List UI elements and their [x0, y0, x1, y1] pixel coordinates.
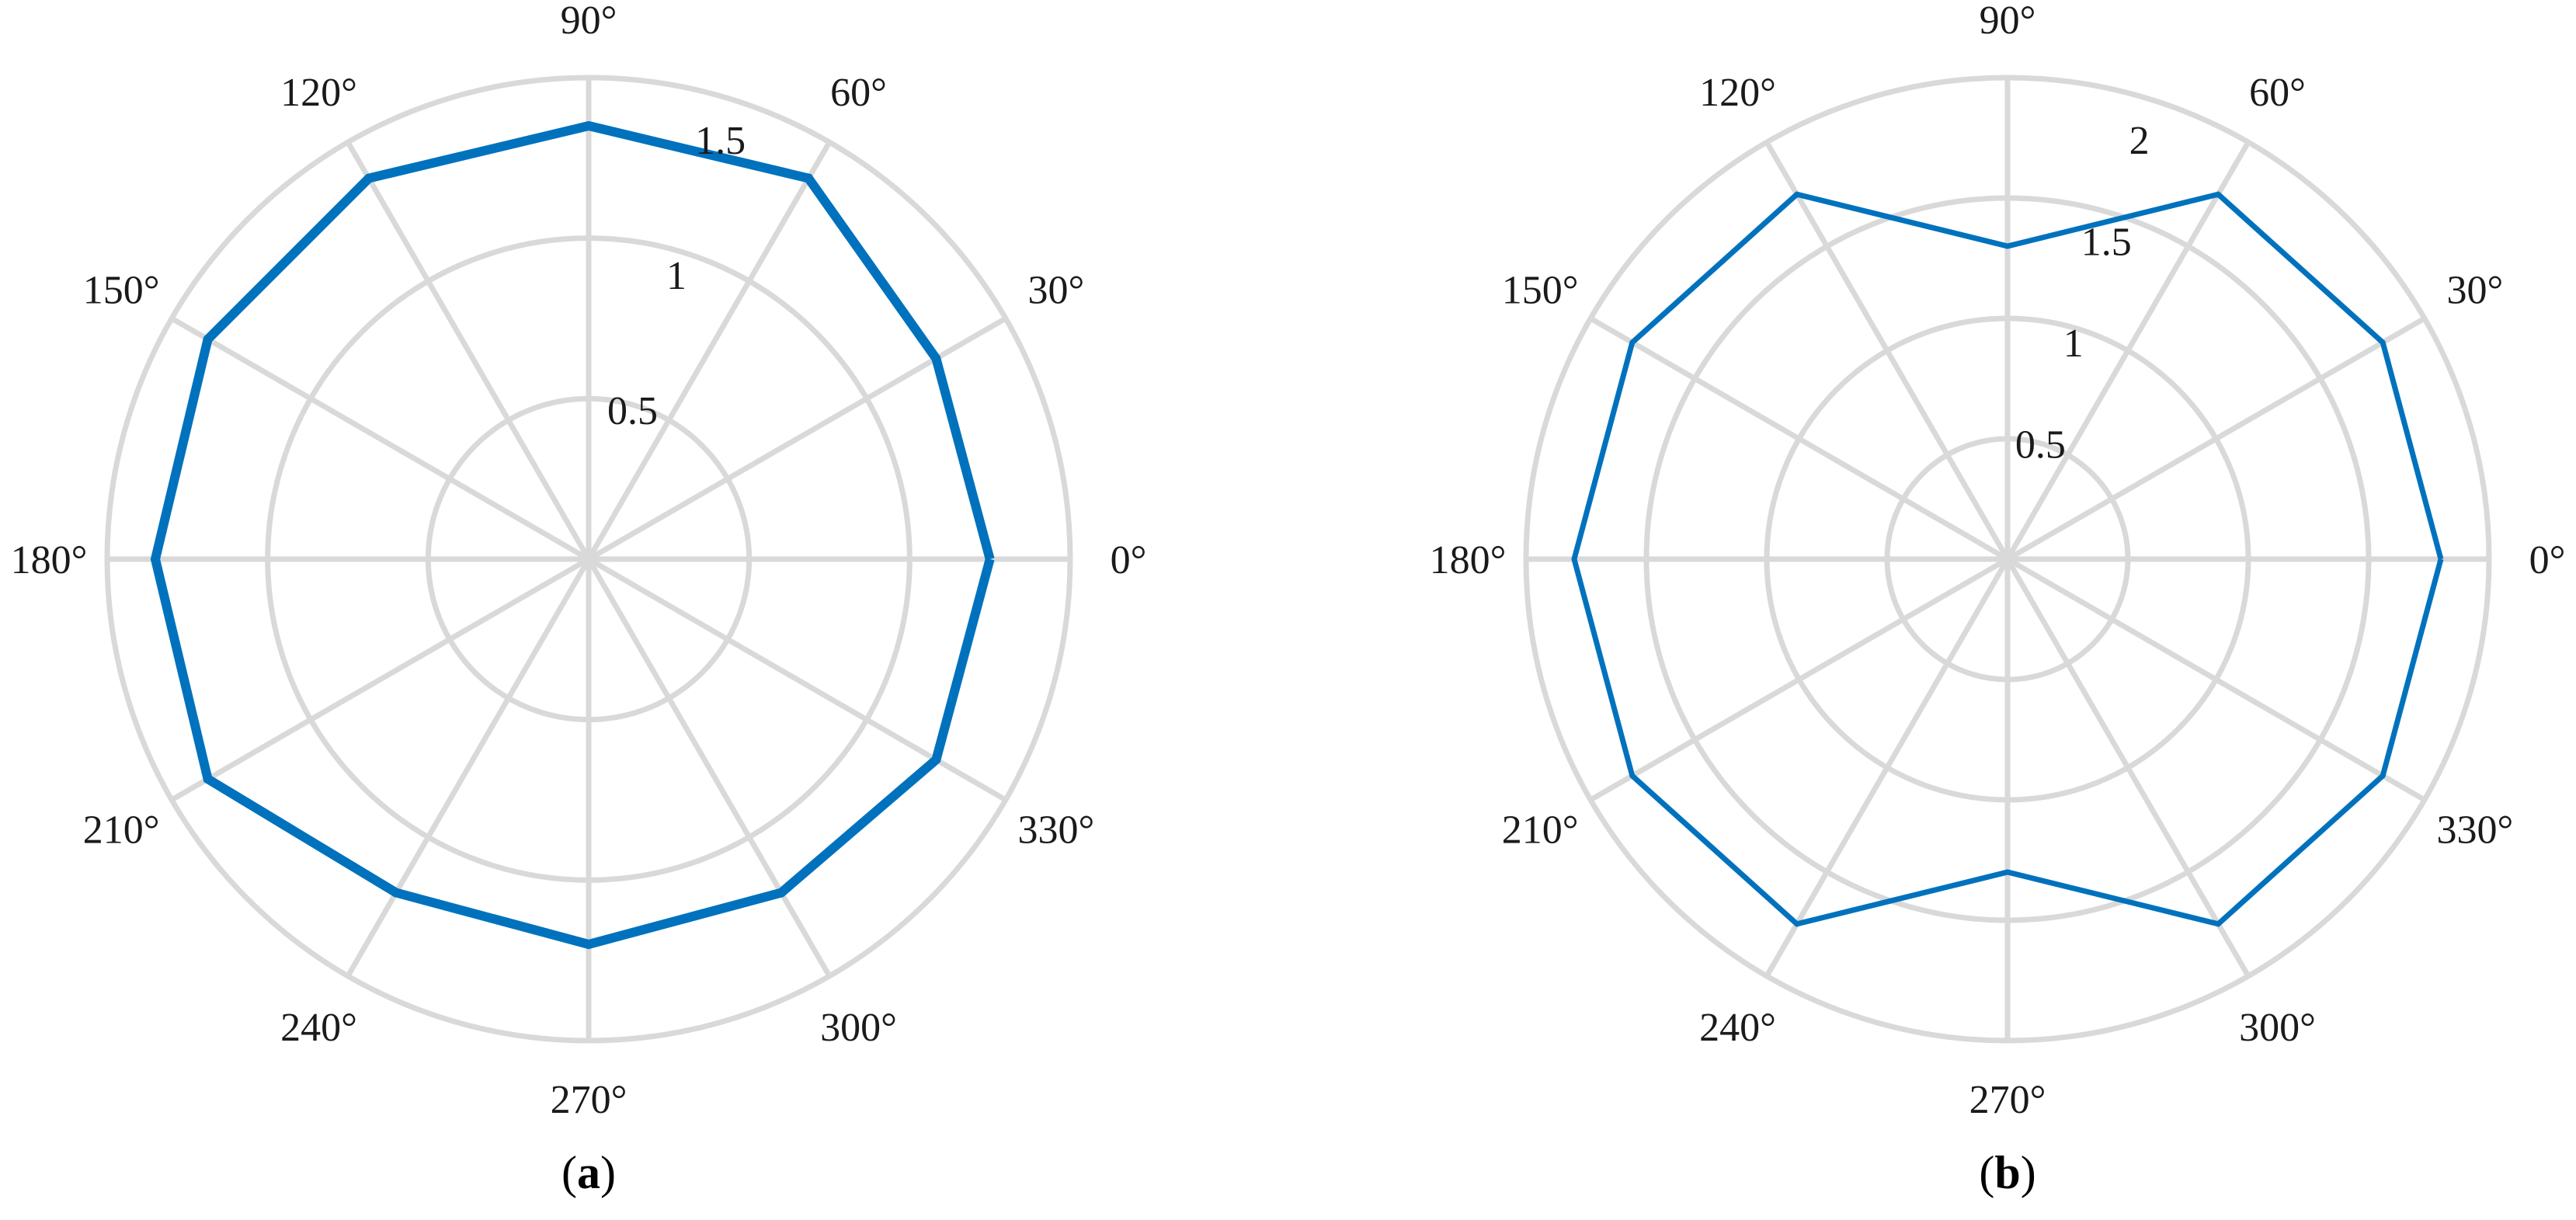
theta-tick-label: 150° — [1502, 269, 1579, 313]
theta-tick-label: 330° — [2437, 808, 2514, 853]
theta-grid-spoke — [2006, 315, 2426, 562]
theta-tick-label: 0° — [2529, 538, 2566, 582]
theta-tick-label: 180° — [11, 538, 88, 582]
theta-grid-spoke — [345, 558, 592, 978]
theta-grid-spoke — [586, 558, 833, 978]
theta-tick-label: 30° — [2447, 269, 2504, 313]
theta-tick-label: 240° — [280, 1006, 357, 1050]
series-line — [1571, 191, 2444, 927]
polar-chart-b: 0° 30° 60° 90° 120° 150° 180° 210° 240° 270° 300° 3… — [1430, 0, 2566, 1198]
theta-tick-label: 0° — [1111, 538, 1147, 582]
theta-tick-label: 270° — [1969, 1078, 2046, 1122]
panel-label: (b) — [1979, 1147, 2035, 1198]
theta-grid-spoke — [1589, 315, 2009, 562]
theta-grid-spoke — [1764, 141, 2011, 561]
theta-grid-spoke — [2004, 558, 2251, 978]
theta-tick-label: 270° — [551, 1078, 627, 1122]
theta-tick-label: 300° — [820, 1006, 897, 1050]
theta-tick-label: 60° — [830, 71, 887, 115]
theta-grid-spoke — [170, 556, 590, 803]
theta-tick-label: 120° — [280, 71, 357, 115]
theta-tick-label: 90° — [561, 0, 617, 43]
theta-tick-label: 210° — [1502, 808, 1579, 853]
theta-tick-label: 300° — [2239, 1006, 2316, 1050]
theta-tick-label: 210° — [83, 808, 160, 853]
theta-grid-spoke — [1764, 558, 2011, 978]
theta-grid-spoke — [587, 315, 1007, 562]
r-tick-label: 1 — [2063, 322, 2084, 366]
theta-tick-label: 30° — [1028, 269, 1085, 313]
theta-tick-label: 150° — [83, 269, 160, 313]
theta-tick-label: 90° — [1980, 0, 2036, 43]
panel-label: (a) — [561, 1147, 616, 1198]
theta-grid-spoke — [2006, 556, 2426, 803]
polar-grid — [1523, 75, 2492, 1044]
polar-grid — [104, 75, 1073, 1044]
r-tick-label: 2 — [2129, 119, 2150, 163]
theta-tick-label: 180° — [1430, 538, 1507, 582]
r-tick-label: 1.5 — [695, 119, 746, 163]
series-line — [150, 120, 995, 950]
theta-grid-spoke — [345, 141, 592, 561]
theta-grid-spoke — [586, 141, 833, 561]
theta-tick-label: 240° — [1699, 1006, 1776, 1050]
polar-chart-a: 0° 30° 60° 90° 120° 150° 180° 210° 240° 270° 300° 3… — [11, 0, 1147, 1198]
r-tick-label: 1 — [666, 254, 687, 298]
theta-tick-label: 330° — [1018, 808, 1095, 853]
theta-grid-spoke — [170, 315, 590, 562]
theta-tick-label: 120° — [1699, 71, 1776, 115]
r-tick-label: 0.5 — [2015, 423, 2066, 467]
r-tick-label: 0.5 — [607, 389, 658, 433]
r-tick-label: 1.5 — [2081, 221, 2132, 265]
theta-grid-spoke — [2004, 141, 2251, 561]
theta-tick-label: 60° — [2249, 71, 2306, 115]
theta-grid-spoke — [1589, 556, 2009, 803]
theta-grid-spoke — [587, 556, 1007, 803]
